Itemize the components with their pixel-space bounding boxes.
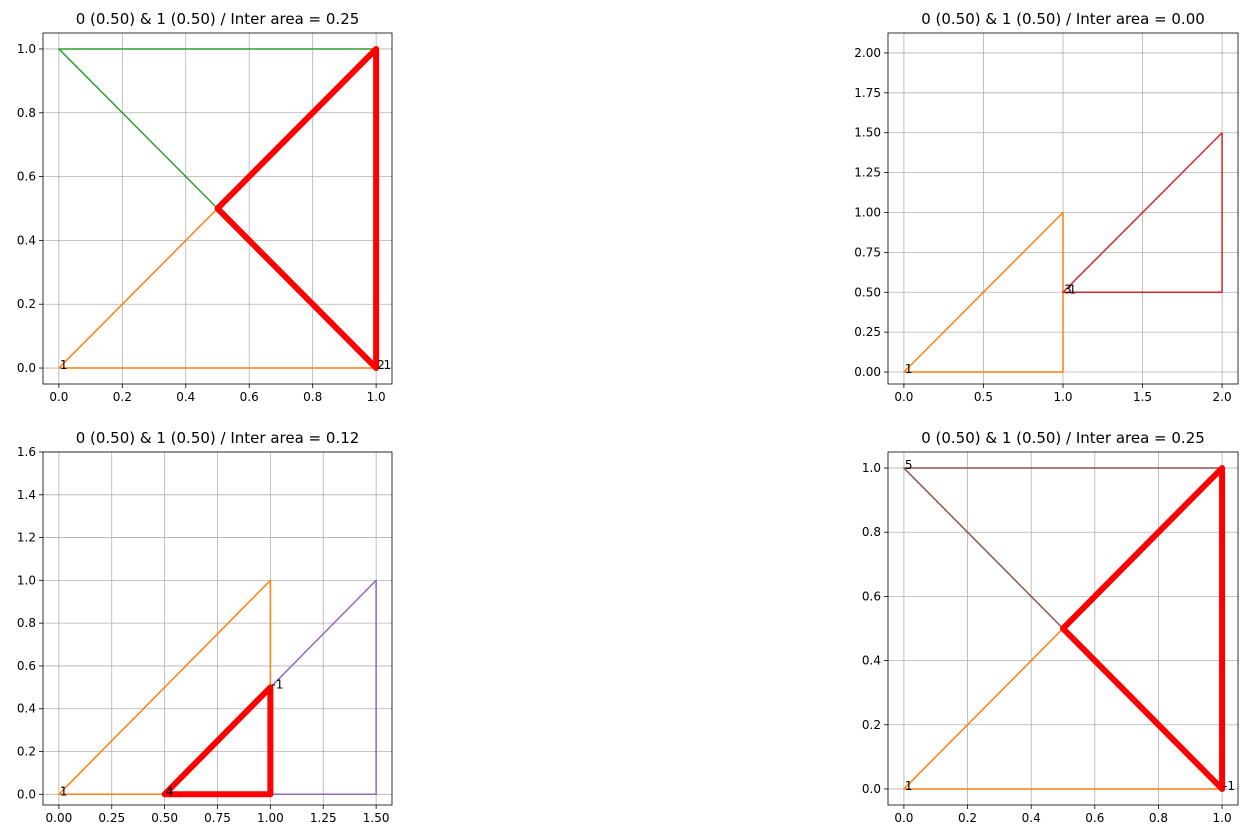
x-tick-label: 0.6	[240, 390, 259, 404]
y-tick-label: 1.4	[17, 488, 36, 502]
y-tick-label: 1.50	[854, 126, 881, 140]
x-tick-label: 1.0	[1213, 811, 1232, 825]
y-tick-label: 0.0	[862, 782, 881, 796]
x-tick-label: 1.5	[1133, 390, 1152, 404]
y-tick-label: 0.2	[17, 745, 36, 759]
x-tick-label: 0.5	[974, 390, 993, 404]
x-tick-label: 0.0	[49, 390, 68, 404]
series-line	[58, 207, 377, 369]
y-tick-label: 0.0	[17, 361, 36, 375]
y-tick-label: 1.6	[17, 445, 36, 459]
series-line	[903, 467, 1223, 630]
point-annotation: 5	[905, 458, 913, 472]
point-annotation: -1	[271, 677, 283, 691]
chart-title: 0 (0.50) & 1 (0.50) / Inter area = 0.25	[921, 429, 1205, 447]
point-annotation: 1	[60, 784, 68, 798]
point-annotation: 4	[166, 784, 174, 798]
y-tick-label: 1.75	[854, 86, 881, 100]
chart-title: 0 (0.50) & 1 (0.50) / Inter area = 0.12	[76, 429, 360, 447]
x-tick-label: 0.2	[958, 811, 977, 825]
x-tick-label: 1.00	[257, 811, 284, 825]
y-tick-label: 0.75	[854, 245, 881, 259]
y-tick-label: 1.00	[854, 205, 881, 219]
x-tick-label: 1.25	[310, 811, 337, 825]
point-annotation: 1	[60, 358, 68, 372]
y-tick-label: 1.0	[862, 461, 881, 475]
point-annotation: 1	[905, 779, 913, 793]
point-annotation: 3	[1064, 282, 1072, 296]
y-tick-label: 1.2	[17, 531, 36, 545]
y-tick-label: 1.0	[17, 573, 36, 587]
y-tick-label: 0.6	[17, 170, 36, 184]
x-tick-label: 0.0	[894, 811, 913, 825]
point-annotation: 2	[377, 358, 385, 372]
x-tick-label: 0.6	[1085, 811, 1104, 825]
y-tick-label: 0.4	[17, 233, 36, 247]
y-tick-label: 0.2	[17, 297, 36, 311]
series-line	[1062, 131, 1223, 294]
x-tick-label: 0.8	[303, 390, 322, 404]
y-tick-label: 0.00	[854, 365, 881, 379]
x-tick-label: 0.2	[113, 390, 132, 404]
axes-frame	[42, 32, 393, 385]
axes-frame	[887, 451, 1239, 806]
y-tick-label: 0.0	[17, 787, 36, 801]
point-annotation: 1	[383, 358, 391, 372]
y-tick-label: 2.00	[854, 46, 881, 60]
y-tick-label: 0.8	[17, 106, 36, 120]
y-tick-label: 0.6	[17, 659, 36, 673]
x-tick-label: 0.00	[46, 811, 73, 825]
x-tick-label: 0.0	[894, 390, 913, 404]
y-tick-label: 0.4	[862, 654, 881, 668]
chart-title: 0 (0.50) & 1 (0.50) / Inter area = 0.00	[921, 10, 1205, 28]
y-tick-label: 0.8	[17, 616, 36, 630]
point-annotation: 1	[905, 362, 913, 376]
series-line	[58, 48, 377, 210]
x-tick-label: 0.25	[98, 811, 125, 825]
x-tick-label: 0.4	[176, 390, 195, 404]
series-line	[1060, 465, 1226, 792]
series-line	[161, 684, 274, 798]
x-tick-label: 0.50	[151, 811, 178, 825]
chart-1: 0 (0.50) & 1 (0.50) / Inter area = 0.25 1…	[17, 10, 393, 404]
y-tick-label: 0.50	[854, 285, 881, 299]
y-tick-label: 0.4	[17, 702, 36, 716]
x-tick-label: 0.8	[1149, 811, 1168, 825]
x-tick-label: 1.0	[367, 390, 386, 404]
chart-4: 0 (0.50) & 1 (0.50) / Inter area = 0.25 5…	[862, 429, 1239, 825]
series-line	[214, 45, 380, 372]
y-tick-label: 0.25	[854, 325, 881, 339]
chart-title: 0 (0.50) & 1 (0.50) / Inter area = 0.25	[76, 10, 360, 28]
y-tick-label: 0.6	[862, 589, 881, 603]
chart-3: 0 (0.50) & 1 (0.50) / Inter area = 0.12 1…	[17, 429, 393, 825]
y-tick-label: 1.25	[854, 166, 881, 180]
series-line	[903, 627, 1223, 790]
x-tick-label: 1.0	[1053, 390, 1072, 404]
point-annotation: -1	[1223, 779, 1235, 793]
y-tick-label: 0.8	[862, 525, 881, 539]
x-tick-label: 0.75	[204, 811, 231, 825]
chart-2: 0 (0.50) & 1 (0.50) / Inter area = 0.00 1…	[854, 10, 1239, 404]
x-tick-label: 0.4	[1022, 811, 1041, 825]
y-tick-label: 1.0	[17, 42, 36, 56]
point-annotation: 1	[1069, 282, 1077, 296]
y-tick-label: 0.2	[862, 718, 881, 732]
x-tick-label: 2.0	[1213, 390, 1232, 404]
x-tick-label: 1.50	[363, 811, 390, 825]
